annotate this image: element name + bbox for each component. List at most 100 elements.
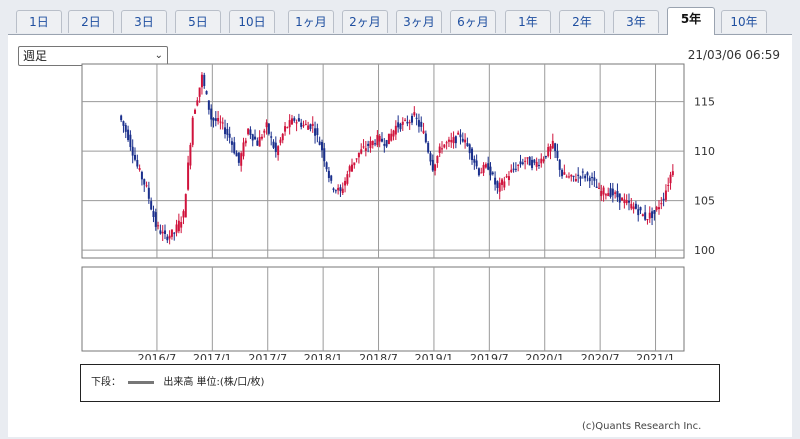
tab-7[interactable]: 3ヶ月	[396, 10, 442, 33]
candle-body	[369, 141, 372, 149]
candle-body	[434, 164, 437, 171]
x-tick-label: 2018/1	[304, 352, 343, 360]
bar-interval-value: 週足	[23, 49, 48, 63]
candle-body	[662, 198, 665, 201]
legend-label: 出来高 単位:(株/口/枚)	[163, 377, 265, 388]
candle-body	[350, 164, 353, 172]
candle-body	[480, 172, 483, 174]
candle-body	[295, 122, 298, 124]
candle-body	[427, 142, 430, 153]
candle-body	[182, 211, 185, 218]
candle-body	[420, 121, 423, 127]
candle-body	[152, 211, 155, 217]
candle-body	[452, 137, 455, 144]
y-tick-label: 110	[694, 145, 715, 158]
x-tick-label: 2017/1	[193, 352, 232, 360]
candle-body	[574, 178, 577, 182]
candle-body	[632, 206, 635, 210]
candle-body	[274, 142, 277, 153]
candle-body	[484, 164, 487, 168]
candle-body	[376, 134, 379, 146]
candle-body	[581, 171, 584, 173]
candle-body	[314, 128, 317, 136]
candle-body	[464, 139, 467, 143]
candle-body	[256, 140, 259, 146]
candle-body	[307, 125, 310, 130]
candle-body	[487, 163, 490, 170]
x-tick-label: 2020/1	[525, 352, 564, 360]
candle-body	[385, 140, 388, 147]
candle-body	[166, 236, 169, 241]
candle-body	[318, 141, 321, 145]
tab-6[interactable]: 2ヶ月	[342, 10, 388, 33]
candle-body	[611, 188, 614, 196]
x-tick-label: 2019/7	[470, 352, 509, 360]
candle-body	[450, 139, 453, 143]
candle-body	[203, 74, 206, 87]
candle-body	[302, 125, 305, 127]
candle-body	[517, 164, 520, 166]
tab-9[interactable]: 1年	[505, 10, 551, 33]
candle-body	[563, 172, 566, 175]
candle-body	[346, 174, 349, 184]
candle-body	[230, 141, 233, 145]
credit-text: (c)Quants Research Inc.	[582, 421, 702, 432]
tab-13[interactable]: 10年	[721, 10, 767, 33]
candle-body	[441, 148, 444, 150]
tab-10[interactable]: 2年	[559, 10, 605, 33]
candle-body	[547, 146, 550, 157]
candle-body	[503, 181, 506, 188]
candle-body	[355, 158, 358, 160]
chart-panel: 週足 ⌄ 21/03/06 06:59 100 105 110 115 2016/7 20…	[8, 35, 792, 437]
tab-3[interactable]: 5日	[175, 10, 221, 33]
candle-body	[445, 142, 448, 144]
candle-body	[279, 139, 282, 143]
candle-body	[277, 146, 280, 156]
tab-5[interactable]: 1ヶ月	[288, 10, 334, 33]
x-tick-label: 2018/7	[359, 352, 398, 360]
candle-body	[505, 176, 508, 178]
candle-body	[669, 174, 672, 184]
candle-body	[161, 231, 164, 234]
candle-body	[281, 133, 284, 141]
candle-body	[586, 172, 589, 176]
candle-body	[591, 177, 594, 179]
tab-8[interactable]: 6ヶ月	[450, 10, 496, 33]
tab-11[interactable]: 3年	[613, 10, 659, 33]
candle-body	[641, 214, 644, 217]
candle-body	[164, 230, 167, 235]
candle-body	[240, 153, 243, 166]
candle-body	[424, 133, 427, 143]
candle-body	[129, 134, 132, 147]
candle-body	[320, 142, 323, 151]
candle-body	[570, 174, 573, 177]
candle-body	[394, 125, 397, 135]
candle-body	[263, 130, 266, 133]
candle-body	[122, 121, 125, 126]
candle-body	[364, 148, 367, 151]
candle-body	[224, 127, 227, 135]
candle-body	[170, 229, 173, 237]
candle-body	[417, 120, 420, 127]
candle-body	[561, 169, 564, 177]
price-chart: 100 105 110 115 2016/7 2017/1 2017/7 2018/1 2018…	[81, 63, 715, 360]
tab-0[interactable]: 1日	[16, 10, 62, 33]
candle-body	[413, 112, 416, 116]
candle-body	[477, 168, 480, 176]
tab-2[interactable]: 3日	[121, 10, 167, 33]
candle-body	[660, 203, 663, 205]
candle-body	[168, 235, 171, 239]
candle-body	[237, 152, 240, 163]
candle-body	[600, 190, 603, 197]
candle-body	[415, 117, 418, 119]
candle-body	[422, 130, 425, 134]
candle-body	[491, 172, 494, 175]
candle-body	[138, 168, 141, 170]
tab-12[interactable]: 5年	[667, 7, 715, 35]
tab-4[interactable]: 10日	[229, 10, 275, 33]
candle-body	[337, 187, 340, 191]
candle-body	[577, 174, 580, 176]
candle-body	[648, 212, 651, 219]
candle-body	[325, 162, 328, 170]
tab-1[interactable]: 2日	[68, 10, 114, 33]
